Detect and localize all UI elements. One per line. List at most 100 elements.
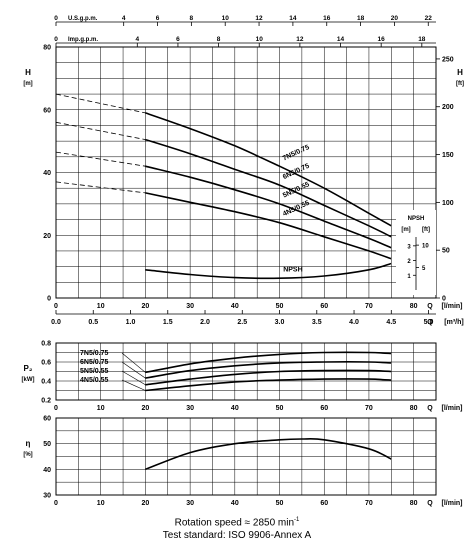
head-curve-dashed xyxy=(55,93,146,114)
top-axis-tick-label: 12 xyxy=(296,36,304,43)
x-axis-label: Q xyxy=(427,303,433,310)
top-axis-tick-label: 18 xyxy=(357,15,365,22)
power-label-leader xyxy=(121,379,146,391)
y-tick-label: 0.8 xyxy=(41,341,51,348)
rotation-speed-note: Rotation speed ≈ 2850 min-1 xyxy=(0,517,474,528)
panel-power: 0.2 0.4 0.6 0.8 P₂ [kW] 0 10 20 30 40 50 60 70 80 Q [l/m… xyxy=(22,341,463,413)
y-axis-label: P₂ xyxy=(24,364,33,373)
bottom-axis2-tick-label: 2.0 xyxy=(200,319,210,326)
top-axis-tick-label: 4 xyxy=(122,15,126,22)
top-axis-tick-label: 8 xyxy=(217,36,221,43)
rotation-speed-unit-exponent: -1 xyxy=(294,517,300,523)
test-standard-note: Test standard: ISO 9906-Annex A xyxy=(0,530,474,541)
top-axis-tick-label: 20 xyxy=(391,15,399,22)
top-axis-tick-label: 10 xyxy=(256,36,264,43)
top-axis-tick-label: 0 xyxy=(54,36,58,43)
top-axis-tick-label: 16 xyxy=(378,36,386,43)
top-axis-label: Imp.g.p.m. xyxy=(68,37,98,43)
npsh-inset-tick-label-m: 1 xyxy=(407,274,411,280)
head-curve xyxy=(145,112,392,227)
y2-tick-label: 50 xyxy=(442,248,450,255)
x-axis-label: Q xyxy=(427,405,433,412)
x-tick-label: 20 xyxy=(142,500,150,507)
x-tick-label: 10 xyxy=(97,500,105,507)
top-axis-tick-label: 4 xyxy=(135,36,139,43)
npsh-inset-title: NPSH xyxy=(408,216,425,222)
x-tick-label: 20 xyxy=(142,405,150,412)
x-tick-label: 30 xyxy=(186,500,194,507)
top-axis-tick-label: 10 xyxy=(222,15,230,22)
x-tick-label: 80 xyxy=(410,303,418,310)
x-tick-label: 70 xyxy=(365,303,373,310)
x-tick-label: 50 xyxy=(276,405,284,412)
rotation-speed-text: Rotation speed ≈ 2850 min xyxy=(174,517,295,529)
x-tick-label: 0 xyxy=(54,500,58,507)
plot-frame xyxy=(55,46,437,299)
y2-tick-label: 0 xyxy=(442,296,446,303)
bottom-axis2-tick-label: 0.5 xyxy=(88,319,98,326)
bottom-axis2-tick-label: 2.5 xyxy=(237,319,247,326)
x-axis-unit: [l/min] xyxy=(442,303,463,310)
bottom-axis2-tick-label: 3.5 xyxy=(312,319,322,326)
y-tick-label: 20 xyxy=(43,233,51,240)
y2-tick-label: 250 xyxy=(442,56,454,63)
npsh-inset: NPSH [m] [ft] 1 2 3 5 10 xyxy=(396,210,436,295)
y-axis-label: H xyxy=(25,68,31,77)
top-axis-tick-label: 22 xyxy=(425,15,433,22)
x-tick-label: 40 xyxy=(231,405,239,412)
x-tick-label: 60 xyxy=(320,500,328,507)
x-tick-label: 60 xyxy=(320,405,328,412)
npsh-inset-tick-label-m: 3 xyxy=(407,244,411,250)
top-axis-tick-label: 14 xyxy=(337,36,345,43)
x-tick-label: 0 xyxy=(54,303,58,310)
top-axis-tick-label: 14 xyxy=(289,15,297,22)
power-curve xyxy=(145,369,392,386)
npsh-inset-unit-ft: [ft] xyxy=(422,227,430,233)
bottom-axis2-tick-label: 4.5 xyxy=(386,319,396,326)
bottom-axis2-tick-label: 4.0 xyxy=(349,319,359,326)
power-curve xyxy=(145,361,392,379)
bottom-axis2-tick-label: 0.0 xyxy=(51,319,61,326)
top-axis-tick-label: 8 xyxy=(190,15,194,22)
x-tick-label: 0 xyxy=(54,405,58,412)
x-axis-label: Q xyxy=(427,500,433,507)
top-axis-tick-label: 6 xyxy=(176,36,180,43)
y-tick-label: 40 xyxy=(43,467,51,474)
x-tick-label: 70 xyxy=(365,500,373,507)
y-tick-label: 60 xyxy=(43,416,51,423)
y-axis-unit: [m] xyxy=(23,81,32,87)
top-axis-tick-label: 0 xyxy=(54,15,58,22)
head-curve-dashed xyxy=(55,151,146,167)
x-tick-label: 50 xyxy=(276,303,284,310)
power-series-label: 5N5/0.55 xyxy=(80,368,109,375)
bottom-axis2-tick-label: 3.0 xyxy=(275,319,285,326)
head-curve-dashed xyxy=(55,181,146,194)
top-axis-imp-gpm: 0 4 6 8 10 12 14 16 18 Imp.g.p.m. xyxy=(54,36,436,47)
y-axis-unit: [kW] xyxy=(22,377,35,383)
x-tick-label: 10 xyxy=(97,303,105,310)
x-tick-label: 40 xyxy=(231,303,239,310)
y-tick-label: 40 xyxy=(43,170,51,177)
head-series-label: 7N5/0.75 xyxy=(282,144,311,162)
x-tick-label: 20 xyxy=(142,303,150,310)
npsh-curve xyxy=(145,262,392,280)
bottom-axis2-tick-label: 1.5 xyxy=(163,319,173,326)
power-series-label: 6N5/0.75 xyxy=(80,359,109,366)
power-curve xyxy=(145,351,392,374)
top-axis-tick-label: 16 xyxy=(323,15,331,22)
plot-frame xyxy=(55,417,437,496)
x-tick-label: 50 xyxy=(276,500,284,507)
x-tick-label: 80 xyxy=(410,500,418,507)
npsh-curve-label: NPSH xyxy=(283,266,302,273)
test-standard-text: Test standard: ISO 9906-Annex A xyxy=(162,530,312,541)
y2-tick-label: 100 xyxy=(442,200,454,207)
bottom-axis2-label: Q xyxy=(427,319,433,326)
y2-axis-label: H xyxy=(457,68,463,77)
npsh-inset-tick-label-ft: 5 xyxy=(422,266,426,272)
top-axis-tick-label: 18 xyxy=(418,36,426,43)
y-tick-label: 0.4 xyxy=(41,379,51,386)
x-tick-label: 60 xyxy=(320,303,328,310)
power-label-leader xyxy=(121,370,146,386)
head-curve xyxy=(145,138,392,238)
